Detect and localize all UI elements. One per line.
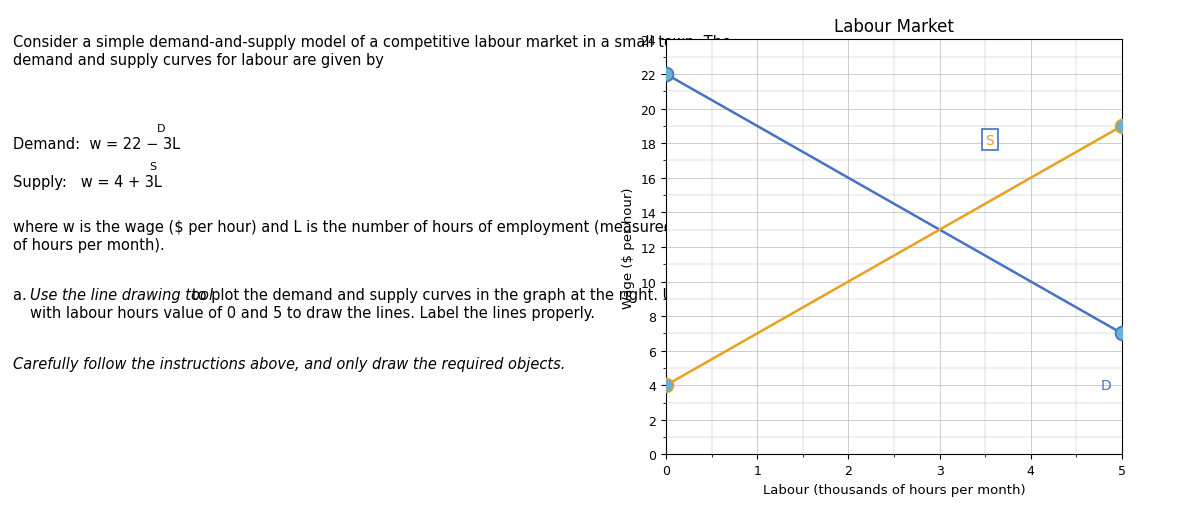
Point — [656, 71, 676, 79]
Point — [1112, 123, 1132, 131]
Text: a.: a. — [13, 288, 31, 303]
Y-axis label: Wage ($ per hour): Wage ($ per hour) — [622, 187, 635, 308]
Text: Demand:  w = 22 − 3L: Demand: w = 22 − 3L — [13, 136, 180, 152]
Text: where w is the wage ($ per hour) and L is the number of hours of employment (mea: where w is the wage ($ per hour) and L i… — [13, 220, 772, 252]
Text: S: S — [150, 162, 157, 172]
X-axis label: Labour (thousands of hours per month): Labour (thousands of hours per month) — [763, 483, 1025, 496]
Text: D: D — [1100, 378, 1111, 392]
Text: Carefully follow the instructions above, and only draw the required objects.: Carefully follow the instructions above,… — [13, 356, 565, 371]
Title: Labour Market: Labour Market — [834, 18, 954, 36]
Text: D: D — [157, 124, 166, 134]
Text: Supply:   w = 4 + 3L: Supply: w = 4 + 3L — [13, 174, 162, 189]
Point — [1112, 330, 1132, 338]
Text: Use the line drawing tool: Use the line drawing tool — [30, 288, 212, 303]
Text: S: S — [985, 133, 994, 147]
Text: Consider a simple demand-and-supply model of a competitive labour market in a sm: Consider a simple demand-and-supply mode… — [13, 35, 731, 68]
Point — [656, 381, 676, 389]
Text: to plot the demand and supply curves in the graph at the right. Use points
with : to plot the demand and supply curves in … — [30, 288, 739, 320]
